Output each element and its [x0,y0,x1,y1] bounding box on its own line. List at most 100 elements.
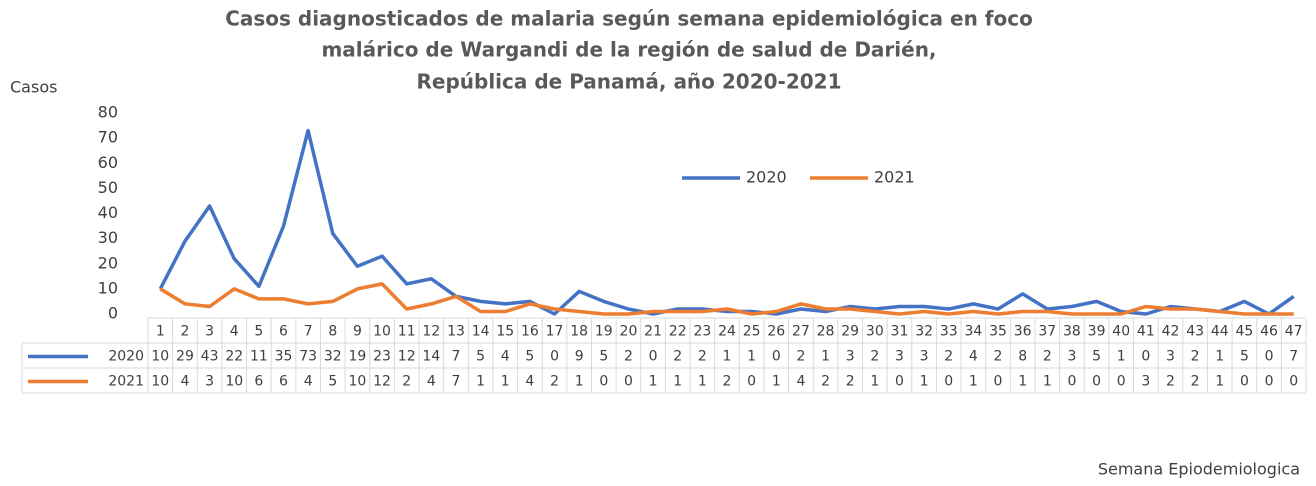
x-tick-label: 8 [328,324,337,340]
chart-title: República de Panamá, año 2020-2021 [416,70,841,94]
table-value: 1 [575,374,584,390]
table-value: 2 [796,349,805,365]
table-series-name: 2020 [108,349,144,365]
table-value: 0 [624,374,633,390]
table-value: 4 [501,349,510,365]
x-tick-label: 38 [1063,324,1081,340]
table-value: 4 [525,374,534,390]
table-value: 0 [1240,374,1249,390]
table-value: 5 [1240,349,1249,365]
table-value: 1 [673,374,682,390]
table-value: 3 [1141,374,1150,390]
y-tick-label: 10 [98,278,118,297]
table-value: 7 [452,374,461,390]
table-value: 2 [994,349,1003,365]
x-tick-label: 39 [1088,324,1106,340]
table-value: 3 [1067,349,1076,365]
x-tick-label: 12 [422,324,440,340]
y-tick-label: 80 [98,103,118,122]
y-tick-label: 70 [98,128,118,147]
x-tick-label: 35 [989,324,1007,340]
table-value: 0 [1265,349,1274,365]
x-tick-label: 3 [205,324,214,340]
table-value: 5 [599,349,608,365]
table-value: 1 [870,374,879,390]
x-tick-label: 29 [841,324,859,340]
x-tick-label: 37 [1038,324,1056,340]
line-series [159,282,1294,316]
table-value: 2 [944,349,953,365]
x-tick-label: 15 [496,324,514,340]
table-value: 1 [1117,349,1126,365]
table-value: 10 [151,349,169,365]
x-tick-label: 17 [546,324,564,340]
table-value: 1 [1215,374,1224,390]
chart-title: Casos diagnosticados de malaria según se… [225,7,1033,31]
table-value: 0 [994,374,1003,390]
legend-label: 2021 [874,168,915,187]
table-value: 3 [205,374,214,390]
table-series-name: 2021 [108,374,144,390]
x-tick-label: 14 [472,324,490,340]
x-tick-label: 33 [940,324,958,340]
table-value: 2 [698,349,707,365]
table-value: 0 [1289,374,1298,390]
table-value: 0 [895,374,904,390]
table-value: 0 [649,349,658,365]
table-value: 29 [176,349,194,365]
table-value: 2 [402,374,411,390]
x-tick-label: 25 [743,324,761,340]
table-value: 5 [525,349,534,365]
table-value: 35 [275,349,293,365]
table-value: 0 [1092,374,1101,390]
table-value: 0 [1067,374,1076,390]
table-value: 2 [1043,349,1052,365]
table-value: 7 [1289,349,1298,365]
table-value: 3 [846,349,855,365]
table-value: 6 [254,374,263,390]
table-value: 14 [422,349,440,365]
table-value: 2 [1166,374,1175,390]
table-value: 2 [870,349,879,365]
table-value: 0 [599,374,608,390]
table-value: 1 [501,374,510,390]
table-value: 3 [895,349,904,365]
y-tick-label: 20 [98,253,118,272]
table-value: 4 [427,374,436,390]
table-value: 5 [328,374,337,390]
x-tick-label: 26 [767,324,785,340]
x-tick-label: 9 [353,324,362,340]
table-value: 12 [373,374,391,390]
x-tick-label: 10 [373,324,391,340]
table-value: 6 [279,374,288,390]
x-tick-label: 47 [1285,324,1303,340]
table-value: 0 [944,374,953,390]
table-value: 0 [772,349,781,365]
x-tick-label: 34 [964,324,982,340]
x-tick-label: 2 [180,324,189,340]
table-value: 2 [821,374,830,390]
legend-label: 2020 [746,168,787,187]
table-value: 1 [920,374,929,390]
y-axis-label: Casos [10,78,57,97]
table-value: 4 [969,349,978,365]
table-value: 0 [1117,374,1126,390]
table-value: 4 [304,374,313,390]
x-tick-label: 4 [230,324,239,340]
x-tick-label: 13 [447,324,465,340]
table-value: 7 [452,349,461,365]
chart-title: malárico de Wargandi de la región de sal… [321,38,936,62]
y-tick-label: 50 [98,178,118,197]
x-tick-label: 22 [669,324,687,340]
table-value: 0 [747,374,756,390]
table-value: 0 [1265,374,1274,390]
x-tick-label: 32 [915,324,933,340]
x-tick-label: 31 [891,324,909,340]
x-tick-label: 5 [254,324,263,340]
table-value: 10 [151,374,169,390]
x-tick-label: 45 [1235,324,1253,340]
y-tick-label: 60 [98,153,118,172]
y-tick-label: 30 [98,228,118,247]
table-value: 2 [1191,349,1200,365]
